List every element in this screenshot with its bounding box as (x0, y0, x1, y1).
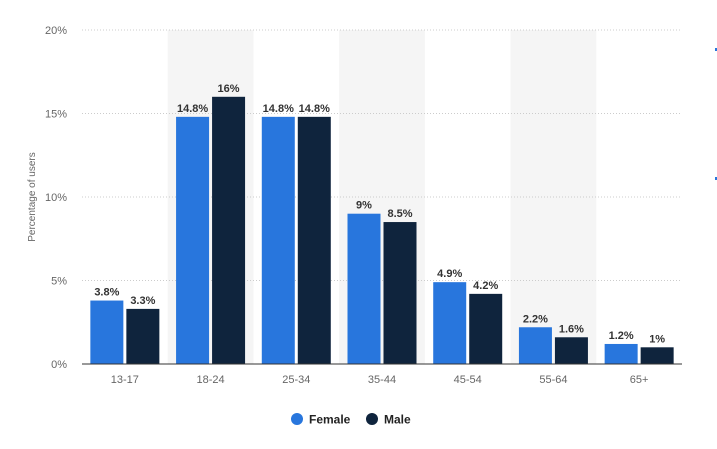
data-label: 1.2% (609, 330, 634, 342)
y-tick-label: 5% (51, 276, 67, 288)
legend-marker-female (291, 413, 303, 425)
bar-male-13-17 (126, 308, 160, 364)
data-label: 4.2% (473, 280, 498, 292)
bars (90, 96, 674, 365)
data-label: 1% (649, 333, 665, 345)
data-labels: 3.8% 3.3% 14.8% 16% 14.8% 14.8% 9% 8.5% 4.9% 4.2%… (94, 83, 665, 345)
bar-male-55-64 (554, 337, 588, 364)
x-tick-label: 18-24 (197, 374, 225, 386)
y-tick-label: 0% (51, 359, 67, 371)
data-label: 1.6% (559, 323, 584, 335)
bar-male-35-44 (383, 222, 417, 364)
bar-male-45-54 (469, 293, 503, 364)
x-tick-label: 55-64 (539, 374, 567, 386)
data-label: 4.9% (437, 268, 462, 280)
bar-female-18-24 (176, 116, 210, 364)
data-label: 16% (218, 83, 240, 95)
bar-female-35-44 (347, 213, 381, 364)
bar-female-55-64 (518, 327, 552, 364)
data-label: 8.5% (387, 208, 412, 220)
data-label: 3.8% (94, 287, 119, 299)
x-tick-label: 13-17 (111, 374, 139, 386)
side-panel-marks (715, 48, 717, 180)
data-label: 14.8% (177, 103, 208, 115)
data-label: 9% (356, 200, 372, 212)
y-tick-label: 15% (45, 109, 67, 121)
legend-label-male: Male (384, 413, 411, 427)
bar-female-25-34 (261, 116, 295, 364)
data-label: 3.3% (130, 295, 155, 307)
bar-male-25-34 (297, 116, 331, 364)
x-axis-ticks: 13-17 18-24 25-34 35-44 45-54 55-64 65+ (111, 374, 649, 386)
y-axis-label: Percentage of users (27, 152, 38, 242)
y-axis-ticks: 0% 5% 10% 15% 20% (45, 25, 67, 371)
legend: Female Male (291, 413, 411, 427)
y-tick-label: 10% (45, 192, 67, 204)
data-label: 2.2% (523, 313, 548, 325)
side-mark-top (715, 48, 717, 51)
bar-male-65+ (640, 347, 674, 364)
x-tick-label: 25-34 (282, 374, 310, 386)
y-tick-label: 20% (45, 25, 67, 37)
x-tick-label: 35-44 (368, 374, 396, 386)
legend-label-female: Female (309, 413, 351, 427)
side-mark-bottom (715, 177, 717, 180)
bar-female-65+ (604, 343, 638, 364)
bar-female-13-17 (90, 300, 124, 364)
bar-male-18-24 (212, 96, 246, 365)
data-label: 14.8% (263, 103, 294, 115)
legend-marker-male (366, 413, 378, 425)
x-tick-label: 45-54 (454, 374, 482, 386)
data-label: 14.8% (299, 103, 330, 115)
x-tick-label: 65+ (630, 374, 649, 386)
bar-female-45-54 (433, 282, 467, 364)
